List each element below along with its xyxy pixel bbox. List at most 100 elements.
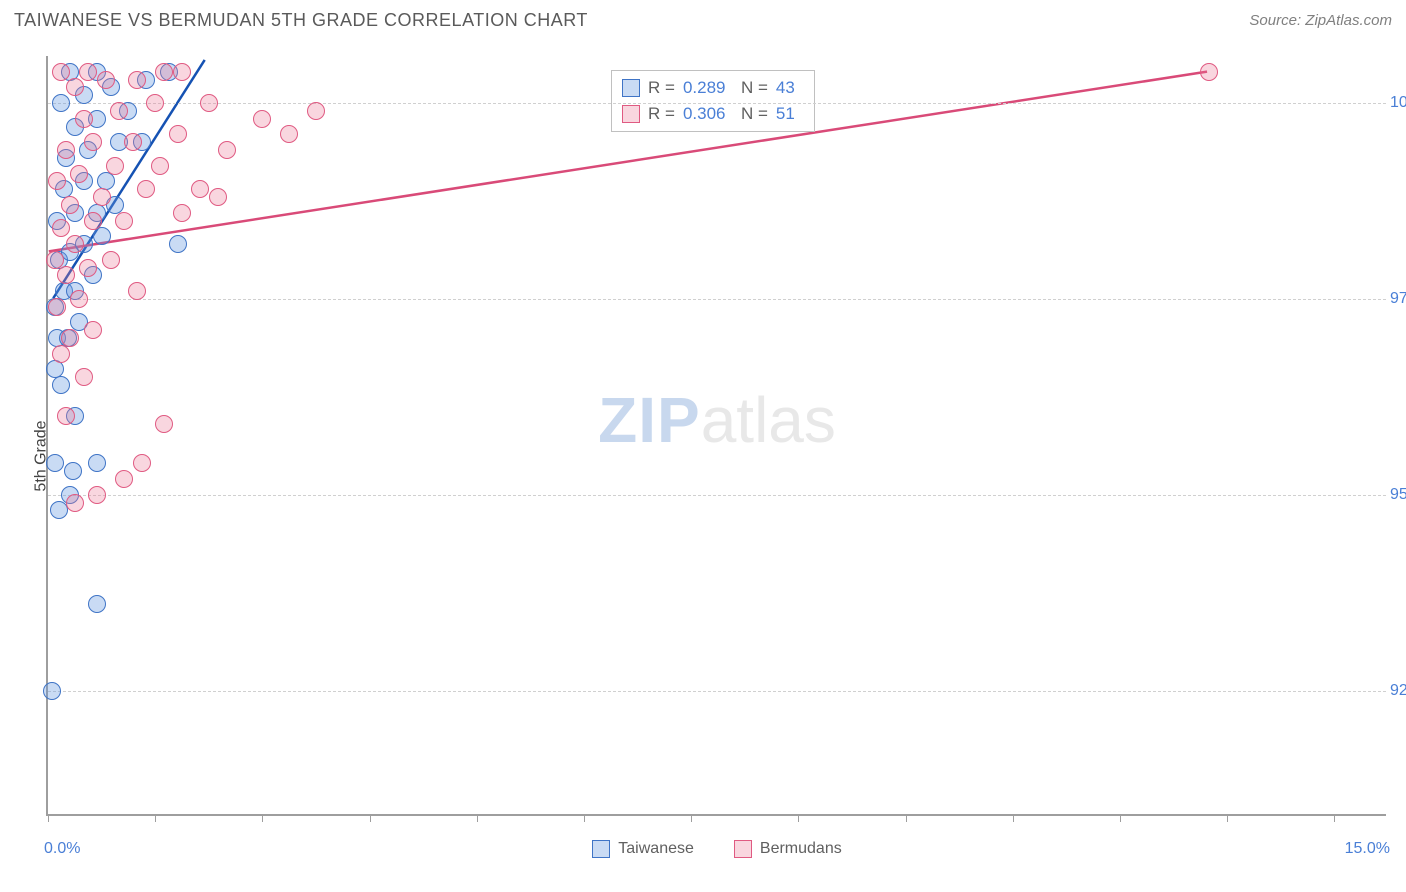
data-point <box>124 133 142 151</box>
data-point <box>253 110 271 128</box>
data-point <box>88 486 106 504</box>
legend-item: Taiwanese <box>592 840 694 858</box>
watermark-zip: ZIP <box>598 384 701 456</box>
y-tick-label: 100.0% <box>1390 94 1406 112</box>
data-point <box>43 682 61 700</box>
data-point <box>52 94 70 112</box>
stat-r-value: 0.306 <box>683 101 733 127</box>
x-tick <box>477 814 478 822</box>
data-point <box>84 321 102 339</box>
data-point <box>52 219 70 237</box>
data-point <box>191 180 209 198</box>
x-max-label: 15.0% <box>1345 840 1390 858</box>
data-point <box>46 251 64 269</box>
legend-swatch <box>592 840 610 858</box>
source-attribution: Source: ZipAtlas.com <box>1249 12 1392 29</box>
plot-area: ZIPatlas R =0.289N =43R =0.306N =51 Taiw… <box>46 56 1386 816</box>
data-point <box>169 125 187 143</box>
x-tick <box>155 814 156 822</box>
x-tick <box>1120 814 1121 822</box>
data-point <box>137 180 155 198</box>
data-point <box>155 63 173 81</box>
data-point <box>64 462 82 480</box>
y-tick-label: 92.5% <box>1390 682 1406 700</box>
data-point <box>115 212 133 230</box>
trend-lines-layer <box>48 56 1386 814</box>
data-point <box>61 196 79 214</box>
data-point <box>155 415 173 433</box>
data-point <box>128 71 146 89</box>
stats-box: R =0.289N =43R =0.306N =51 <box>611 70 815 132</box>
x-tick <box>691 814 692 822</box>
legend-swatch <box>622 105 640 123</box>
grid-line <box>48 103 1386 104</box>
data-point <box>151 157 169 175</box>
data-point <box>88 595 106 613</box>
source-prefix: Source: <box>1249 12 1305 29</box>
x-min-label: 0.0% <box>44 840 80 858</box>
grid-line <box>48 691 1386 692</box>
data-point <box>66 494 84 512</box>
data-point <box>133 454 151 472</box>
data-point <box>75 110 93 128</box>
stat-n-label: N = <box>741 101 768 127</box>
legend-label: Bermudans <box>760 840 842 858</box>
data-point <box>66 235 84 253</box>
watermark: ZIPatlas <box>598 383 836 457</box>
legend-item: Bermudans <box>734 840 842 858</box>
data-point <box>173 63 191 81</box>
data-point <box>218 141 236 159</box>
y-tick-label: 97.5% <box>1390 290 1406 308</box>
data-point <box>169 235 187 253</box>
grid-line <box>48 495 1386 496</box>
data-point <box>1200 63 1218 81</box>
data-point <box>106 157 124 175</box>
grid-line <box>48 299 1386 300</box>
data-point <box>280 125 298 143</box>
data-point <box>115 470 133 488</box>
data-point <box>52 376 70 394</box>
x-tick <box>370 814 371 822</box>
data-point <box>110 102 128 120</box>
data-point <box>93 227 111 245</box>
x-tick <box>1013 814 1014 822</box>
stats-row: R =0.306N =51 <box>622 101 804 127</box>
y-tick-label: 95.0% <box>1390 486 1406 504</box>
source-name: ZipAtlas.com <box>1305 12 1392 29</box>
data-point <box>173 204 191 222</box>
data-point <box>79 63 97 81</box>
data-point <box>93 188 111 206</box>
data-point <box>84 133 102 151</box>
x-tick <box>1334 814 1335 822</box>
data-point <box>97 71 115 89</box>
data-point <box>48 298 66 316</box>
data-point <box>75 368 93 386</box>
data-point <box>57 407 75 425</box>
data-point <box>46 360 64 378</box>
stat-n-value: 43 <box>776 75 804 101</box>
x-tick <box>262 814 263 822</box>
data-point <box>88 454 106 472</box>
legend-label: Taiwanese <box>618 840 694 858</box>
data-point <box>209 188 227 206</box>
data-point <box>84 212 102 230</box>
stats-row: R =0.289N =43 <box>622 75 804 101</box>
data-point <box>66 78 84 96</box>
x-tick <box>48 814 49 822</box>
x-tick <box>906 814 907 822</box>
data-point <box>146 94 164 112</box>
data-point <box>79 259 97 277</box>
data-point <box>52 63 70 81</box>
chart-container: 5th Grade ZIPatlas R =0.289N =43R =0.306… <box>0 46 1406 866</box>
stat-n-label: N = <box>741 75 768 101</box>
data-point <box>52 345 70 363</box>
watermark-atlas: atlas <box>701 384 836 456</box>
x-tick <box>798 814 799 822</box>
data-point <box>57 141 75 159</box>
stat-r-label: R = <box>648 75 675 101</box>
data-point <box>46 454 64 472</box>
data-point <box>57 266 75 284</box>
data-point <box>307 102 325 120</box>
chart-header: TAIWANESE VS BERMUDAN 5TH GRADE CORRELAT… <box>0 0 1406 37</box>
data-point <box>61 329 79 347</box>
